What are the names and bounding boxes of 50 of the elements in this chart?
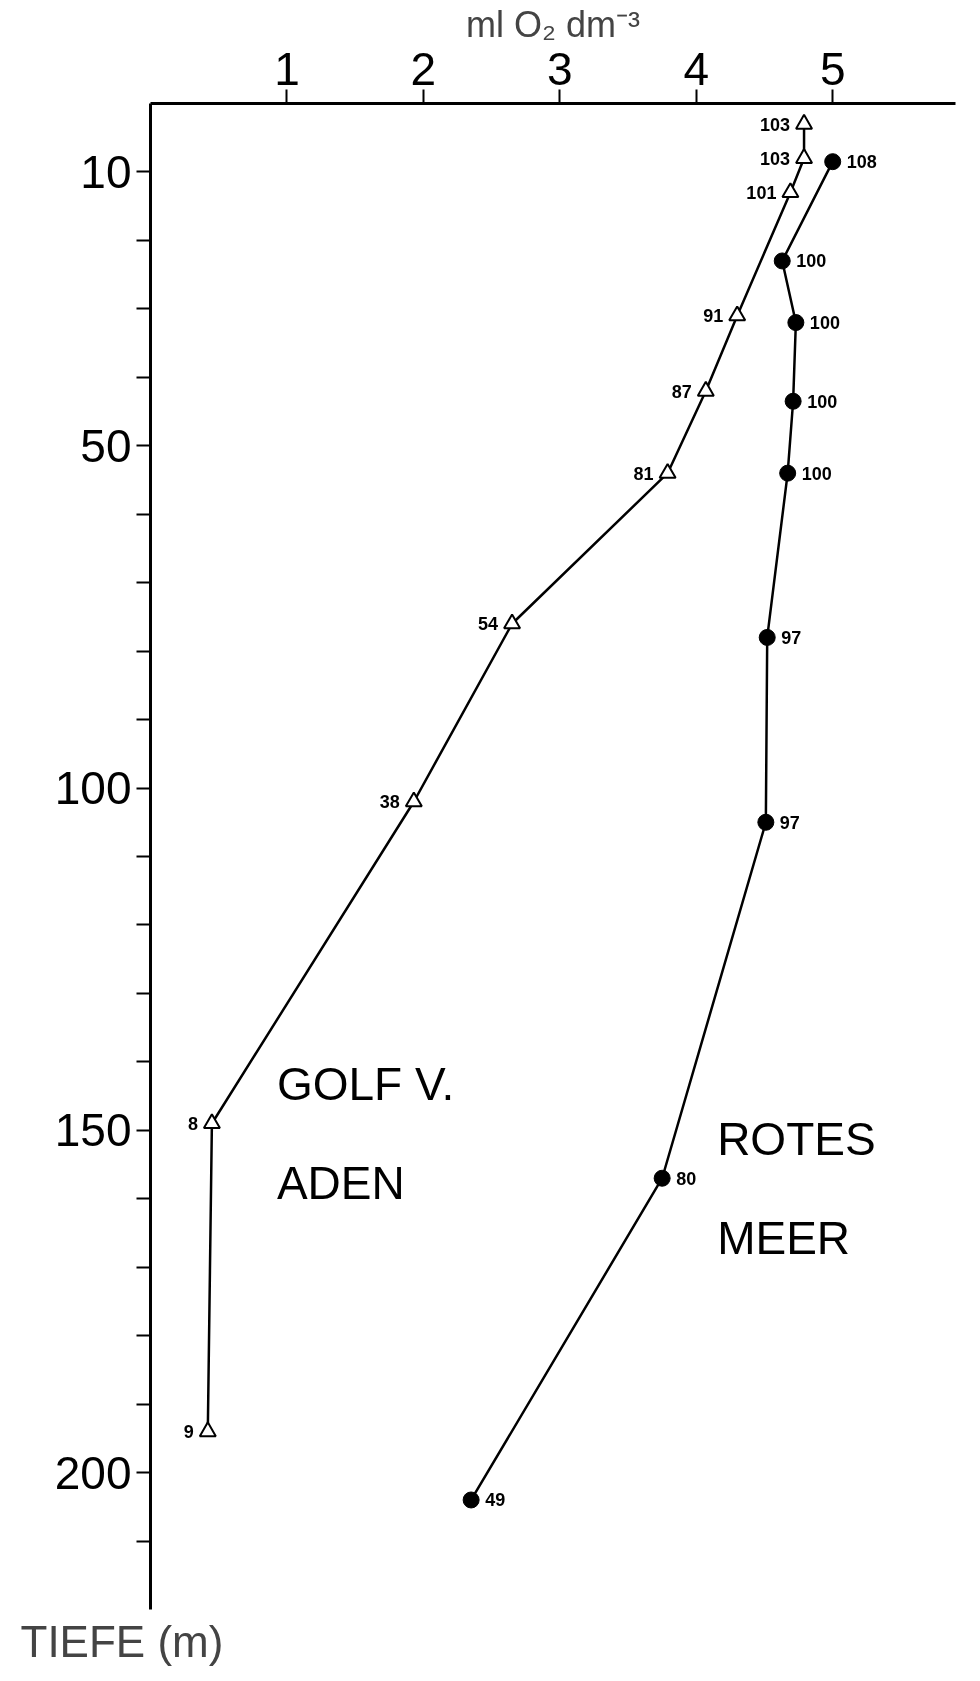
annotation: 87: [671, 381, 692, 402]
x-tick-label: 3: [547, 42, 573, 95]
point: [503, 613, 522, 630]
point: [462, 1491, 480, 1509]
point: [202, 1113, 221, 1130]
point: [758, 628, 776, 646]
annotation: 97: [781, 627, 802, 648]
annotation: 38: [379, 792, 400, 813]
annotation: 9: [183, 1422, 194, 1443]
point: [658, 462, 677, 479]
annotation: 97: [779, 812, 800, 833]
x-tick-label: 2: [410, 42, 437, 95]
point: [781, 182, 800, 199]
annotation: 91: [703, 306, 724, 327]
annotation: 81: [633, 463, 654, 484]
series-label: GOLF V. ADEN: [276, 1058, 455, 1209]
annotation: 100: [801, 463, 832, 484]
y-axis-title: TIEFE (m): [20, 1616, 224, 1666]
y-tick-label: 10: [80, 145, 132, 198]
x-tick-label: 4: [683, 42, 710, 95]
annotation: 100: [807, 391, 838, 412]
annotation: 8: [187, 1113, 198, 1134]
x-tick-label: 5: [819, 42, 846, 95]
annotation: 103: [760, 114, 791, 135]
annotation: 100: [809, 313, 840, 334]
point: [198, 1421, 217, 1438]
x-tick-label: 1: [274, 42, 300, 95]
point: [795, 148, 814, 164]
point: [653, 1169, 671, 1187]
annotation: 49: [485, 1490, 506, 1511]
annotation: 100: [796, 251, 827, 272]
point: [757, 813, 775, 831]
point: [696, 380, 715, 397]
annotation: 101: [746, 182, 777, 203]
annotation: 80: [676, 1168, 697, 1189]
point: [779, 464, 797, 482]
point: [784, 392, 802, 410]
annotation: 54: [478, 614, 499, 635]
y-tick-label: 100: [54, 762, 132, 815]
point: [795, 113, 814, 130]
y-tick-label: 150: [54, 1104, 132, 1157]
annotation: 108: [846, 152, 877, 173]
y-tick-label: 50: [80, 419, 132, 472]
point: [773, 252, 791, 270]
series-label: ROTES MEER: [717, 1112, 876, 1264]
point: [404, 791, 423, 808]
point: [728, 305, 747, 322]
annotation: 103: [760, 148, 791, 169]
y-tick-label: 200: [54, 1446, 132, 1499]
x-axis-title: ml O₂ dm⁻³: [466, 3, 640, 45]
